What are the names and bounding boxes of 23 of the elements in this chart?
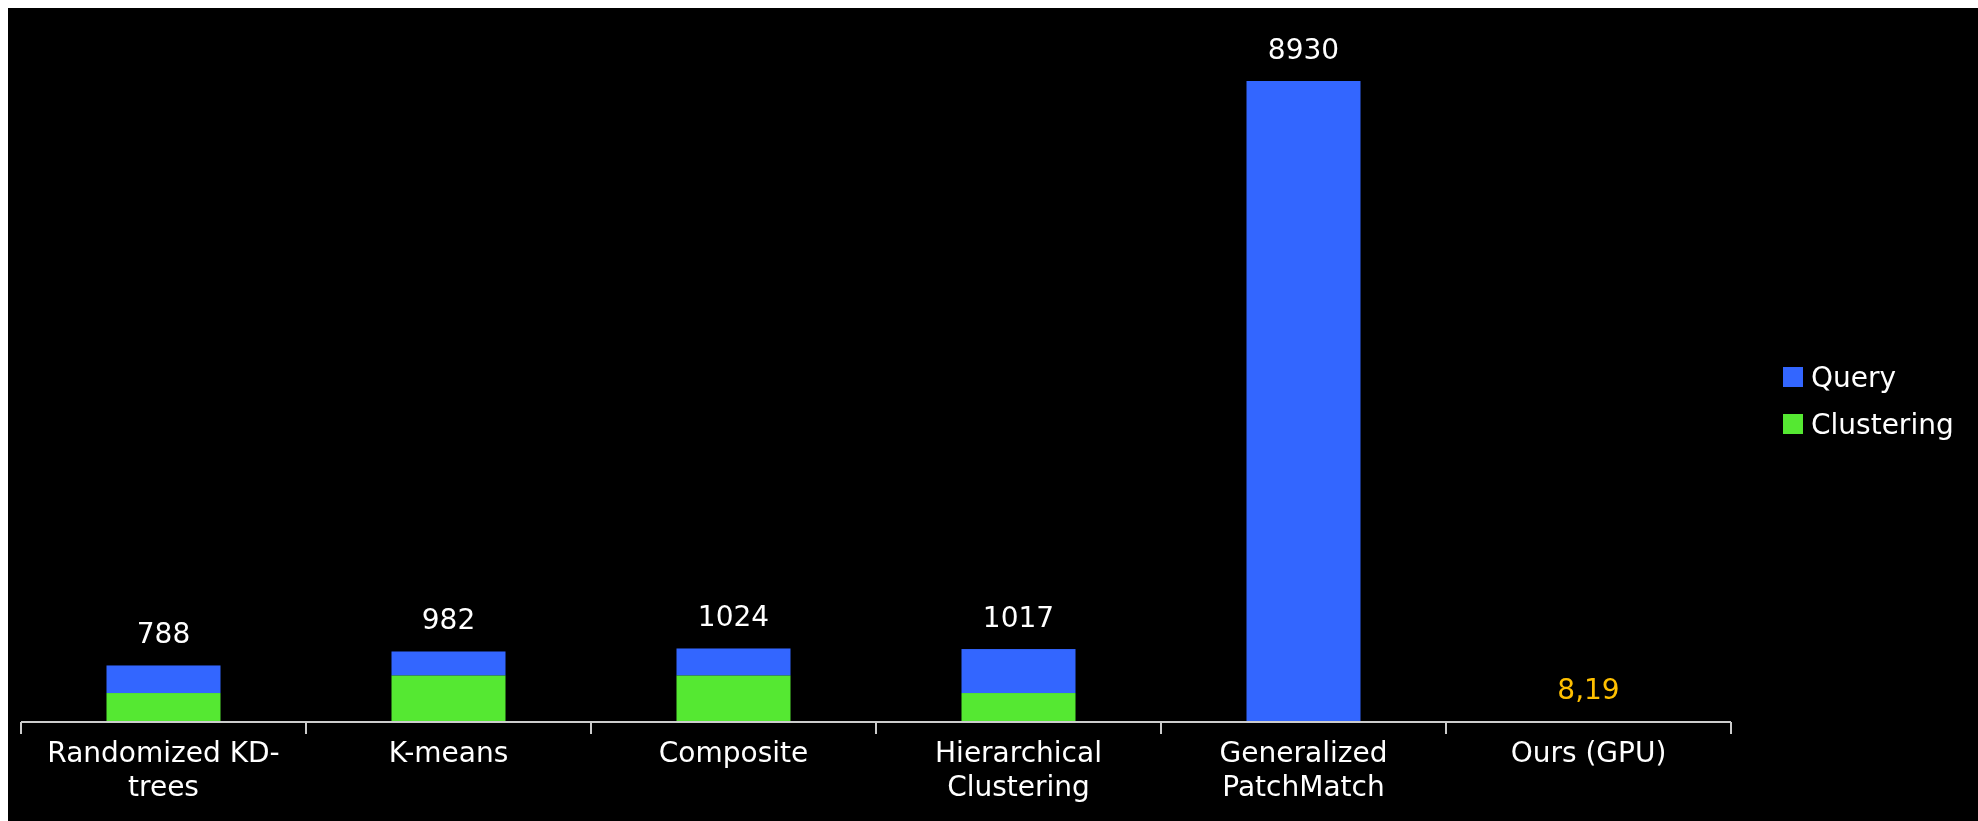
x-tick-label: Composite <box>657 736 810 770</box>
x-tick-label: Hierarchical Clustering <box>934 736 1103 804</box>
annotation: 1017 <box>982 601 1055 635</box>
bar <box>391 651 506 676</box>
legend-label: Query <box>1811 361 1897 394</box>
bar <box>106 665 221 694</box>
annotation: 1024 <box>697 600 770 634</box>
legend-label: Clustering <box>1811 408 1954 441</box>
x-tick-label: Randomized KD-trees <box>46 736 281 804</box>
annotation: 788 <box>136 617 191 651</box>
annotation: 982 <box>421 603 476 637</box>
bar <box>106 693 221 722</box>
bar <box>961 693 1076 722</box>
bar <box>961 649 1076 694</box>
bar <box>1246 81 1361 722</box>
x-tick-label: Ours (GPU) <box>1509 736 1668 770</box>
bar <box>676 675 791 722</box>
bar <box>391 675 506 722</box>
text: 8930 <box>1267 33 1340 66</box>
x-tick-label: K-means <box>387 736 510 770</box>
bar <box>676 648 791 676</box>
annotation: 8,19 <box>1557 673 1620 707</box>
x-tick-label: Generalized PatchMatch <box>1218 736 1389 804</box>
